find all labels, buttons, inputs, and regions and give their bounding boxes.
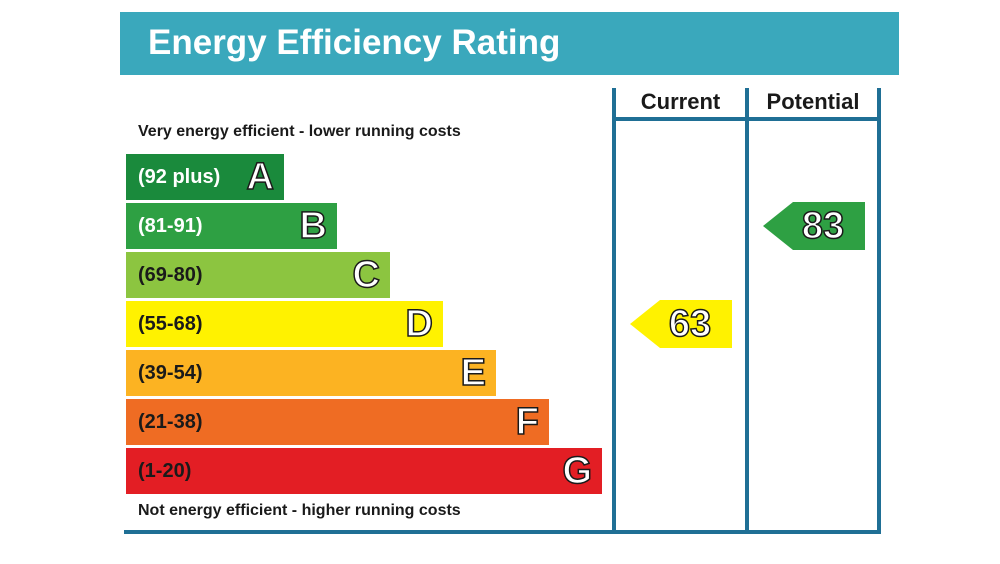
- potential-rating-value: 83: [801, 204, 845, 248]
- band-letter: A: [246, 155, 275, 199]
- band-range-label: (92 plus): [138, 166, 221, 188]
- band-letter: C: [352, 253, 381, 297]
- band-range-label: (55-68): [138, 313, 203, 335]
- band-g: (1-20) G: [126, 448, 602, 494]
- band-a: (92 plus) A: [126, 154, 284, 200]
- band-letter: B: [299, 204, 328, 248]
- current-column-header: Current: [640, 89, 721, 114]
- top-caption: Very energy efficient - lower running co…: [138, 123, 461, 140]
- band-letter: G: [562, 449, 593, 493]
- potential-rating-arrow: [763, 202, 865, 250]
- bottom-caption: Not energy efficient - higher running co…: [138, 502, 461, 519]
- band-e: (39-54) E: [126, 350, 496, 396]
- band-d: (55-68) D: [126, 301, 443, 347]
- band-range-label: (39-54): [138, 362, 203, 384]
- header-underline: [612, 117, 881, 121]
- band-c: (69-80) C: [126, 252, 390, 298]
- band-range-label: (81-91): [138, 215, 203, 237]
- band-letter: E: [460, 351, 487, 395]
- band-range-label: (21-38): [138, 411, 203, 433]
- current-column-left-border: [612, 88, 616, 534]
- band-letter: D: [405, 302, 434, 346]
- band-range-label: (69-80): [138, 264, 203, 286]
- chart-title: Energy Efficiency Rating: [148, 23, 561, 62]
- bottom-border: [124, 530, 881, 534]
- potential-column-header: Potential: [766, 89, 860, 114]
- band-b: (81-91) B: [126, 203, 337, 249]
- band-range-label: (1-20): [138, 460, 192, 482]
- column-divider: [745, 88, 749, 534]
- current-rating-arrow: [630, 300, 732, 348]
- current-rating-value: 63: [668, 302, 712, 346]
- band-letter: F: [515, 400, 540, 444]
- potential-column-right-border: [877, 88, 881, 534]
- title-bar: Energy Efficiency Rating: [120, 12, 899, 75]
- band-f: (21-38) F: [126, 399, 549, 445]
